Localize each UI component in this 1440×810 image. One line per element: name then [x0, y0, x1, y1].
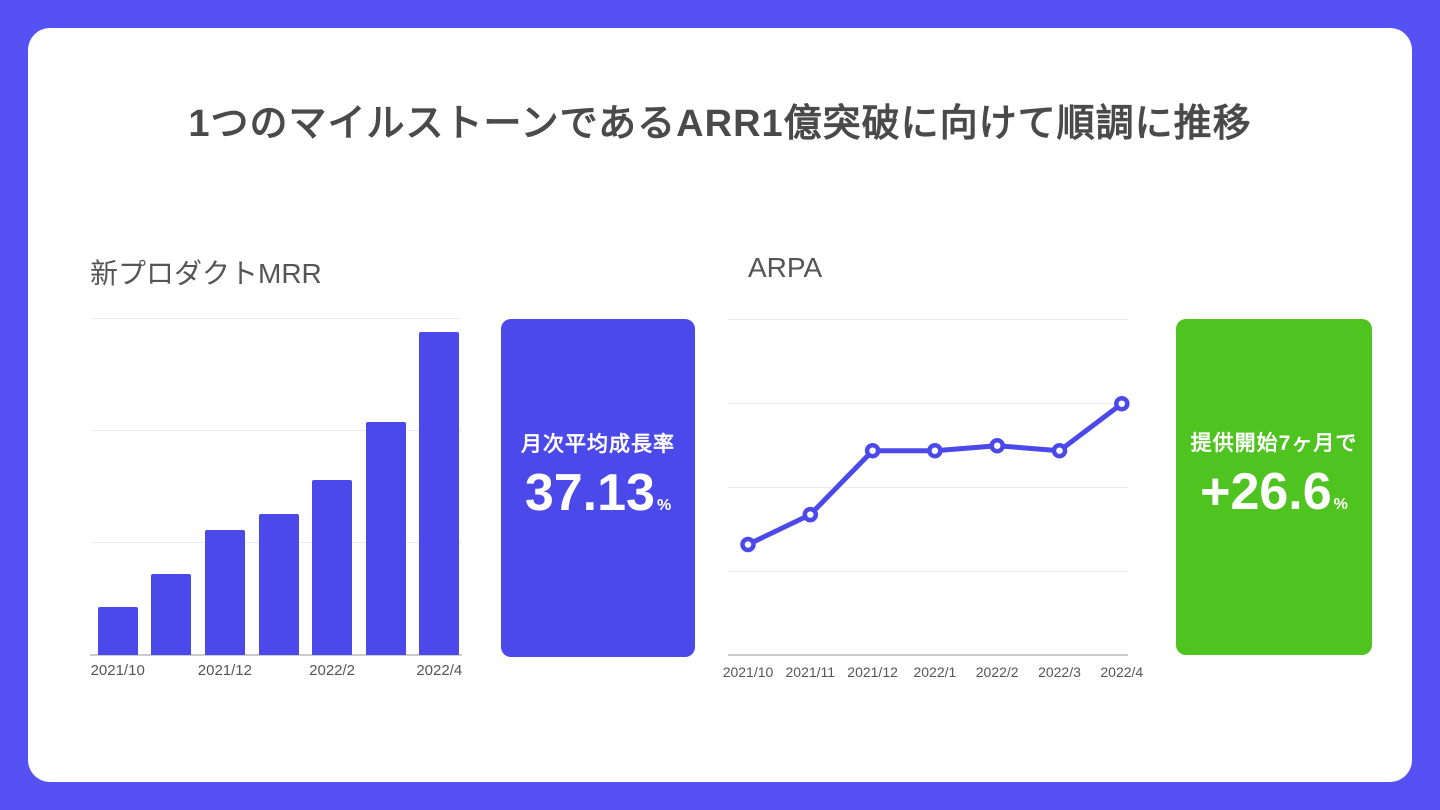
bar-chart-gridline	[90, 430, 462, 431]
mrr-stat-number: 37.13	[524, 464, 655, 523]
arpa-chart-title: ARPA	[748, 252, 823, 283]
line-point-marker	[802, 506, 819, 523]
line-point-marker	[1114, 395, 1130, 412]
arpa-stat-content: 提供開始7ヶ月で +26.6%	[1191, 427, 1358, 523]
line-chart-x-axis	[728, 654, 1128, 656]
line-chart-gridline	[728, 571, 1128, 572]
bar	[312, 480, 353, 655]
arpa-line-path	[745, 401, 1125, 547]
bar-chart-gridline	[90, 542, 462, 543]
bar	[204, 530, 245, 655]
mrr-stat-content: 月次平均成長率 37.13%	[521, 428, 675, 524]
bar-x-tick-label: 2022/2	[309, 662, 356, 679]
bar-chart-gridline	[90, 318, 462, 319]
bar	[419, 332, 460, 655]
line-x-tick-label: 2022/2	[975, 664, 1019, 680]
line-chart-gridline	[728, 403, 1128, 404]
line-point-marker	[927, 442, 943, 459]
mrr-stat-unit: %	[656, 497, 672, 515]
arpa-stat-card: 提供開始7ヶ月で +26.6%	[1176, 319, 1372, 655]
line-point-marker	[864, 442, 881, 459]
line-point-marker	[989, 437, 1005, 454]
mrr-chart-title: 新プロダクトMRR	[90, 258, 322, 289]
slide: 1つのマイルストーンであるARR1億突破に向けて順調に推移 新プロダクトMRR …	[28, 28, 1412, 782]
slide-title: 1つのマイルストーンであるARR1億突破に向けて順調に推移	[188, 103, 1252, 145]
line-chart-gridline	[728, 487, 1128, 488]
line-chart-gridline	[728, 319, 1128, 320]
bar	[97, 607, 138, 655]
bar	[365, 422, 406, 655]
line-x-tick-label: 2022/3	[1038, 664, 1081, 680]
bar	[258, 514, 299, 655]
bar-chart-x-axis	[90, 654, 462, 656]
arpa-stat-number: +26.6	[1200, 463, 1332, 522]
bar-x-tick-label: 2021/10	[90, 662, 145, 679]
line-x-tick-label: 2022/4	[1100, 664, 1144, 680]
bar-x-tick-label: 2021/12	[197, 662, 252, 679]
line-x-tick-label: 2021/10	[722, 664, 774, 680]
mrr-stat-value: 37.13%	[521, 464, 675, 524]
arpa-stat-unit: %	[1333, 496, 1348, 514]
bar-x-tick-label: 2022/4	[416, 662, 463, 679]
line-point-marker	[740, 536, 756, 553]
arpa-line-series	[740, 395, 1130, 553]
bar	[151, 574, 192, 655]
mrr-stat-card: 月次平均成長率 37.13%	[501, 319, 695, 657]
line-x-tick-label: 2021/12	[847, 664, 898, 680]
arpa-stat-value: +26.6%	[1191, 463, 1358, 523]
line-x-tick-label: 2021/11	[785, 664, 836, 680]
line-point-marker	[1051, 442, 1068, 459]
arpa-stat-label: 提供開始7ヶ月で	[1190, 432, 1358, 456]
line-x-tick-label: 2022/1	[913, 664, 957, 680]
mrr-stat-label: 月次平均成長率	[521, 433, 675, 457]
